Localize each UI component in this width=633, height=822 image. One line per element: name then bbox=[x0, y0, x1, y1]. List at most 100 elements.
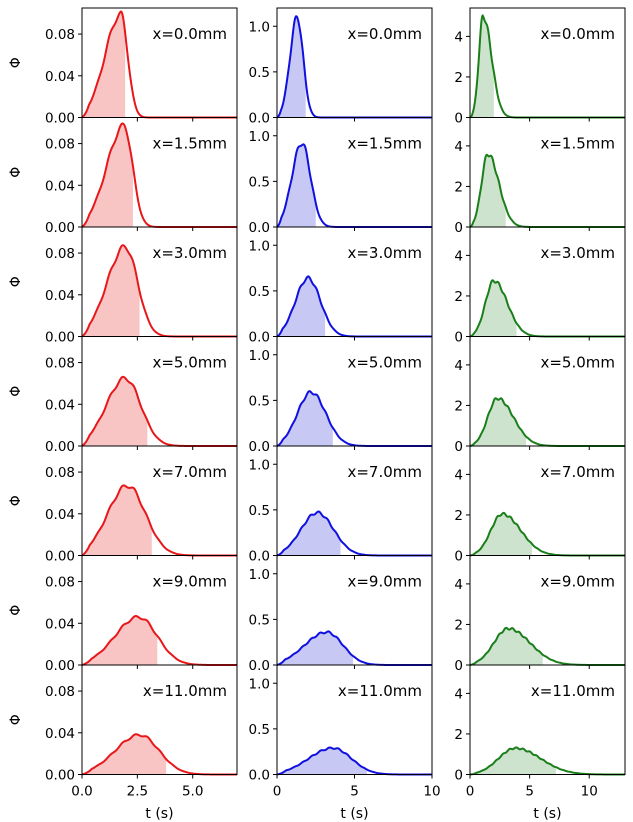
y-tick-label: 0.04 bbox=[45, 507, 75, 523]
y-tick-label: 0.5 bbox=[249, 722, 270, 738]
panel-c0-r3: 0.00 0.04 0.08 x=5.0mm Φ bbox=[8, 336, 238, 455]
y-tick-label: 0.08 bbox=[45, 575, 75, 591]
panel-c0-r0: 0.00 0.04 0.08 x=0.0mm Φ bbox=[8, 7, 238, 127]
y-tick-label: 2 bbox=[454, 289, 463, 305]
position-label: x=3.0mm bbox=[152, 244, 227, 262]
y-tick-label: 1.0 bbox=[249, 457, 270, 473]
y-tick-label: 0.04 bbox=[45, 397, 75, 413]
x-tick-label: 0 bbox=[466, 784, 475, 800]
position-label: x=9.0mm bbox=[347, 573, 422, 591]
y-tick-label: 1.0 bbox=[249, 348, 270, 364]
position-label: x=1.5mm bbox=[347, 135, 422, 153]
panel-c2-r4: 0 2 4 x=7.0mm bbox=[454, 445, 626, 565]
y-tick-label: 4 bbox=[454, 577, 463, 593]
y-tick-label: 0.5 bbox=[249, 503, 270, 519]
y-tick-label: 2 bbox=[454, 70, 463, 86]
y-tick-label: 0.5 bbox=[249, 393, 270, 409]
position-label: x=7.0mm bbox=[540, 463, 615, 481]
shaded-area bbox=[82, 734, 167, 775]
y-tick-label: 0.08 bbox=[45, 246, 75, 262]
position-label: x=11.0mm bbox=[338, 682, 422, 700]
y-tick-label: 0.04 bbox=[45, 69, 75, 85]
shaded-area bbox=[82, 245, 140, 337]
y-tick-label: 2 bbox=[454, 179, 463, 195]
y-tick-label: 0.04 bbox=[45, 726, 75, 742]
y-tick-label: 0.00 bbox=[45, 768, 75, 784]
y-tick-label: 0.04 bbox=[45, 616, 75, 632]
y-tick-label: 0.00 bbox=[45, 439, 75, 455]
panel-c0-r6: 0.00 0.04 0.08 0.0 2.5 5.0 x=11.0mm Φ bbox=[8, 664, 238, 800]
x-tick-label: 2.5 bbox=[127, 784, 148, 800]
y-tick-label: 4 bbox=[454, 248, 463, 264]
position-label: x=1.5mm bbox=[152, 135, 227, 153]
y-tick-label: 0 bbox=[454, 549, 463, 565]
y-tick-label: 1.0 bbox=[249, 567, 270, 583]
y-tick-label: 0 bbox=[454, 768, 463, 784]
panel-c0-r1: 0.00 0.04 0.08 x=1.5mm Φ bbox=[8, 117, 238, 236]
panel-c1-r1: 0.0 0.5 1.0 x=1.5mm bbox=[249, 117, 433, 236]
y-tick-label: 0.0 bbox=[249, 658, 270, 674]
y-tick-label: 0.08 bbox=[45, 465, 75, 481]
y-tick-label: 0.04 bbox=[45, 178, 75, 194]
shaded-area bbox=[470, 747, 556, 775]
x-tick-label: 5 bbox=[350, 784, 359, 800]
x-tick-label: 10 bbox=[581, 784, 598, 800]
y-axis-label: Φ bbox=[8, 57, 24, 68]
axes-frame bbox=[469, 664, 626, 775]
y-axis-label: Φ bbox=[8, 167, 24, 178]
y-tick-label: 2 bbox=[454, 508, 463, 524]
shaded-area bbox=[470, 512, 532, 556]
shaded-area bbox=[82, 376, 148, 446]
y-tick-label: 4 bbox=[454, 358, 463, 374]
y-tick-label: 0.00 bbox=[45, 111, 75, 127]
y-axis-label: Φ bbox=[8, 605, 24, 616]
y-tick-label: 0.0 bbox=[249, 111, 270, 127]
y-tick-label: 2 bbox=[454, 727, 463, 743]
position-label: x=9.0mm bbox=[540, 573, 615, 591]
position-label: x=3.0mm bbox=[347, 244, 422, 262]
position-label: x=0.0mm bbox=[152, 25, 227, 43]
y-tick-label: 0.0 bbox=[249, 220, 270, 236]
panel-c0-r5: 0.00 0.04 0.08 x=9.0mm Φ bbox=[8, 555, 238, 674]
position-label: x=11.0mm bbox=[531, 682, 615, 700]
y-tick-label: 0.5 bbox=[249, 65, 270, 81]
position-label: x=7.0mm bbox=[152, 463, 227, 481]
y-tick-label: 0 bbox=[454, 330, 463, 346]
y-tick-label: 0.00 bbox=[45, 658, 75, 674]
position-label: x=5.0mm bbox=[347, 354, 422, 372]
y-tick-label: 0.00 bbox=[45, 549, 75, 565]
shaded-area bbox=[277, 16, 306, 118]
panel-c2-r2: 0 2 4 x=3.0mm bbox=[454, 226, 626, 346]
shaded-area bbox=[470, 15, 494, 118]
shaded-area bbox=[470, 154, 506, 227]
position-label: x=11.0mm bbox=[143, 682, 227, 700]
shaded-area bbox=[82, 123, 133, 227]
y-tick-label: 4 bbox=[454, 29, 463, 45]
shaded-area bbox=[470, 398, 527, 446]
panel-c1-r5: 0.0 0.5 1.0 x=9.0mm bbox=[249, 555, 433, 674]
y-tick-label: 1.0 bbox=[249, 129, 270, 145]
y-tick-label: 2 bbox=[454, 398, 463, 414]
panel-c1-r3: 0.0 0.5 1.0 x=5.0mm bbox=[249, 336, 433, 455]
shaded-area bbox=[470, 280, 517, 337]
x-axis-label: t (s) bbox=[533, 806, 561, 822]
y-tick-label: 0.00 bbox=[45, 330, 75, 346]
y-tick-label: 0.08 bbox=[45, 356, 75, 372]
shaded-area bbox=[277, 144, 316, 227]
y-tick-label: 0 bbox=[454, 658, 463, 674]
y-tick-label: 0 bbox=[454, 439, 463, 455]
y-tick-label: 0.0 bbox=[249, 439, 270, 455]
y-tick-label: 1.0 bbox=[249, 19, 270, 35]
y-tick-label: 0.5 bbox=[249, 284, 270, 300]
y-tick-label: 0.0 bbox=[249, 330, 270, 346]
position-label: x=0.0mm bbox=[347, 25, 422, 43]
y-tick-label: 0.08 bbox=[45, 27, 75, 43]
panel-c2-r3: 0 2 4 x=5.0mm bbox=[454, 336, 626, 455]
panel-c1-r4: 0.0 0.5 1.0 x=7.0mm bbox=[249, 445, 433, 565]
panel-c1-r6: 0.0 0.5 1.0 0 5 10 x=11.0mm bbox=[249, 664, 441, 800]
position-label: x=5.0mm bbox=[152, 354, 227, 372]
y-tick-label: 0.04 bbox=[45, 288, 75, 304]
shaded-area bbox=[82, 485, 152, 556]
x-tick-label: 0.0 bbox=[71, 784, 92, 800]
